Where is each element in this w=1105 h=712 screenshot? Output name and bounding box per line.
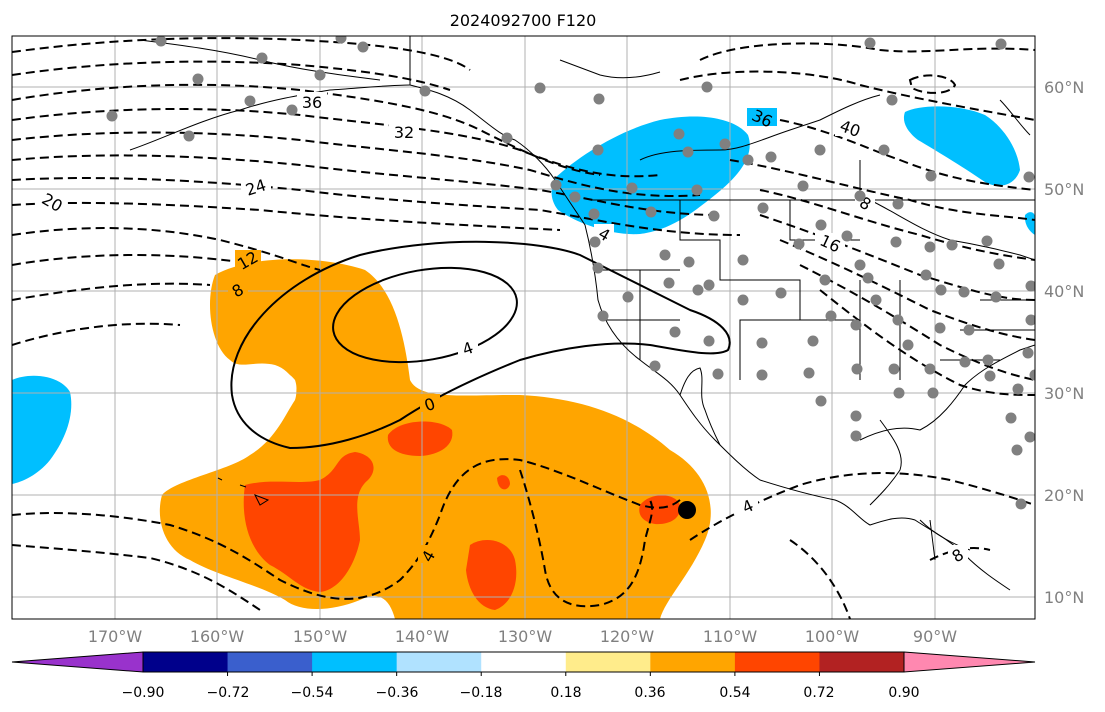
colorbar-over-triangle (903, 651, 1036, 673)
graticule (12, 36, 1035, 619)
lon-label: 130°W (498, 627, 553, 646)
lon-label: 150°W (293, 627, 348, 646)
anomaly-red-blob-2 (387, 421, 453, 456)
lat-label: 20°N (1044, 486, 1084, 505)
storm-center-marker (678, 501, 696, 519)
colorbar-segment (312, 652, 398, 672)
lat-label: 10°N (1044, 588, 1084, 607)
anomaly-blue-east (1024, 212, 1035, 235)
lon-label: 160°W (190, 627, 245, 646)
anomaly-blue-hudson (903, 106, 1020, 186)
colorbar-label: −0.72 (207, 685, 250, 701)
solid-contours (230, 240, 731, 450)
map-title: 2024092700 F120 (450, 11, 597, 30)
dashed-contours (12, 37, 1035, 619)
anomaly-red-blob-4 (497, 475, 510, 490)
contour-label-32: 32 (394, 123, 414, 142)
colorbar-under-triangle (11, 651, 144, 673)
colorbar-label: −0.90 (122, 685, 165, 701)
colorbar-labels: −0.90 −0.72 −0.54 −0.36 −0.18 0.18 0.36 … (122, 685, 920, 701)
contour-label-36-west: 36 (302, 93, 322, 112)
anomaly-gap (232, 364, 297, 409)
colorbar-label: 0.36 (634, 685, 665, 701)
map-area: 36 32 24 20 12 8 4 0 4 4 4 36 40 (12, 36, 1035, 619)
lat-label: 40°N (1044, 282, 1084, 301)
colorbar-label: 0.18 (550, 685, 581, 701)
colorbar-label: −0.54 (291, 685, 334, 701)
lon-label: 100°W (805, 627, 860, 646)
lat-label: 60°N (1044, 78, 1084, 97)
colorbar-frame (142, 651, 905, 673)
lat-label: 50°N (1044, 180, 1084, 199)
lon-label: 120°W (600, 627, 655, 646)
colorbar-label: −0.18 (460, 685, 503, 701)
anomaly-red-blob-3 (466, 540, 517, 610)
lon-label: 110°W (703, 627, 758, 646)
lon-label: 140°W (395, 627, 450, 646)
colorbar-label: 0.90 (888, 685, 919, 701)
colorbar-label: 0.54 (719, 685, 750, 701)
coastlines (129, 36, 1035, 591)
colorbar-segment (227, 652, 313, 672)
station-points (106, 36, 1035, 510)
colorbar-label: 0.72 (803, 685, 834, 701)
colorbar-segment (396, 652, 482, 672)
longitude-labels: 170°W 160°W 150°W 140°W 130°W 120°W 110°… (88, 627, 957, 646)
latitude-labels: 60°N 50°N 40°N 30°N 20°N 10°N (1044, 78, 1084, 607)
colorbar-label: −0.36 (376, 685, 419, 701)
map-frame (11, 35, 1036, 620)
lon-label: 170°W (88, 627, 143, 646)
lat-label: 30°N (1044, 384, 1084, 403)
colorbar (11, 651, 1036, 676)
contour-labels: 36 32 24 20 12 8 4 0 4 4 4 36 40 (37, 92, 968, 566)
anomaly-red-blob-5 (639, 495, 681, 525)
colorbar-segment (565, 652, 651, 672)
colorbar-segment (143, 652, 229, 672)
lon-label: 90°W (913, 627, 957, 646)
colorbar-segment (734, 652, 820, 672)
anomaly-red-hawaii (243, 452, 374, 592)
colorbar-segment (481, 652, 567, 672)
colorbar-segment (650, 652, 736, 672)
anomaly-blue-west (12, 375, 72, 484)
colorbar-segment (819, 652, 905, 672)
